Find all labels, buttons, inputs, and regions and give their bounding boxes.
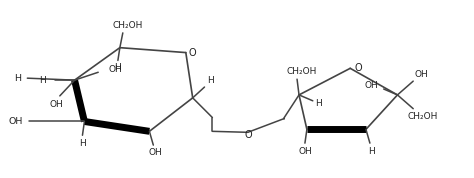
Text: O: O [354,63,362,73]
Text: CH₂OH: CH₂OH [287,67,317,76]
Text: CH₂OH: CH₂OH [112,20,143,30]
Text: H: H [315,99,322,108]
Text: H: H [207,76,214,85]
Text: OH: OH [414,70,428,79]
Text: H: H [115,63,121,72]
Text: OH: OH [364,81,378,90]
Text: O: O [189,48,197,57]
Text: OH: OH [9,117,23,126]
Text: O: O [244,130,252,140]
Text: CH₂OH: CH₂OH [408,112,438,121]
Text: OH: OH [298,146,312,156]
Text: H: H [368,146,375,156]
Text: OH: OH [108,65,122,74]
Text: H: H [39,76,46,85]
Text: H: H [79,139,86,148]
Text: OH: OH [148,148,162,158]
Text: H: H [14,74,21,83]
Text: OH: OH [50,100,64,109]
